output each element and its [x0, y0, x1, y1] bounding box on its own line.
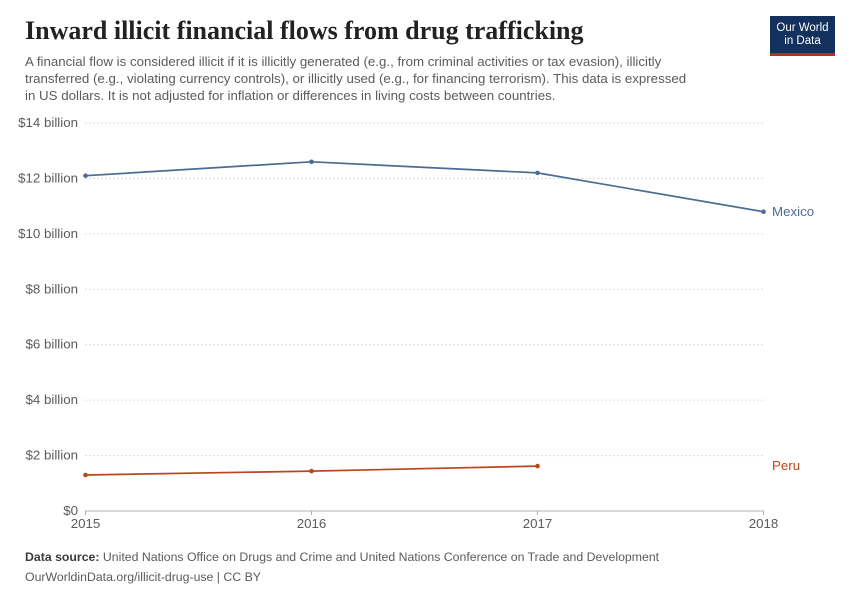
svg-text:2016: 2016 [297, 516, 327, 531]
svg-text:2015: 2015 [71, 516, 101, 531]
svg-text:$4 billion: $4 billion [26, 392, 79, 407]
svg-text:$10 billion: $10 billion [18, 226, 78, 241]
svg-text:Mexico: Mexico [772, 204, 814, 219]
svg-text:$14 billion: $14 billion [18, 115, 78, 130]
svg-text:$6 billion: $6 billion [26, 337, 79, 352]
svg-text:$2 billion: $2 billion [26, 448, 79, 463]
svg-text:$12 billion: $12 billion [18, 170, 78, 185]
svg-text:$8 billion: $8 billion [26, 281, 79, 296]
svg-text:2017: 2017 [523, 516, 553, 531]
svg-text:Peru: Peru [772, 458, 800, 473]
svg-text:2018: 2018 [749, 516, 779, 531]
